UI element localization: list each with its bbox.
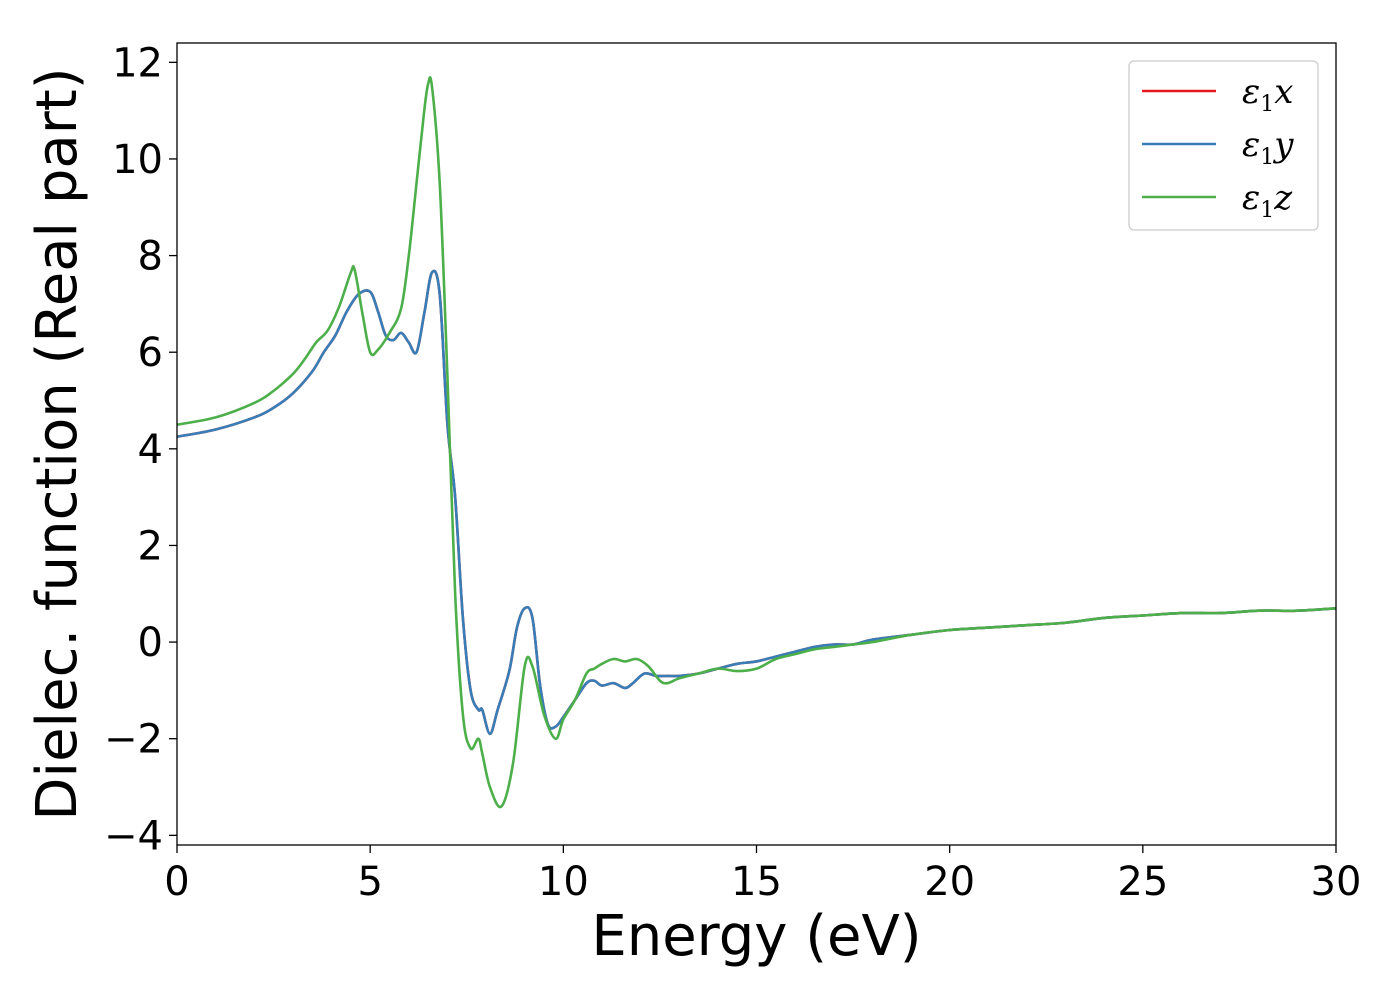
legend-label-x: ε1x — [1242, 72, 1293, 117]
y-axis: −4 −2 0 2 4 6 8 10 12 — [104, 40, 177, 859]
x-axis: 0 5 10 15 20 25 30 — [164, 845, 1361, 905]
x-tick-label: 5 — [357, 859, 382, 905]
plot-area — [177, 76, 1336, 809]
y-tick-label: −2 — [104, 717, 163, 763]
y-tick-label: 0 — [138, 620, 163, 666]
x-tick-label: 30 — [1311, 859, 1362, 905]
y-tick-label: 8 — [138, 234, 163, 280]
y-tick-label: 6 — [138, 330, 163, 376]
y-tick-label: 10 — [112, 137, 163, 183]
series-line-x — [177, 269, 1336, 736]
series-line-y — [177, 269, 1336, 736]
x-tick-label: 15 — [731, 859, 782, 905]
x-tick-label: 25 — [1117, 859, 1168, 905]
legend: ε1x ε1y ε1z — [1128, 60, 1319, 231]
x-tick-label: 10 — [538, 859, 589, 905]
legend-label-z: ε1z — [1242, 178, 1293, 223]
y-tick-label: 12 — [112, 40, 163, 86]
x-axis-label: Energy (eV) — [591, 904, 921, 969]
y-tick-label: −4 — [104, 813, 163, 859]
x-tick-label: 0 — [164, 859, 189, 905]
series-line-z — [177, 76, 1336, 809]
legend-label-y: ε1y — [1242, 125, 1294, 170]
x-tick-label: 20 — [924, 859, 975, 905]
y-tick-label: 2 — [138, 523, 163, 569]
y-axis-label: Dielec. function (Real part) — [25, 67, 90, 820]
legend-box — [1128, 60, 1319, 231]
y-tick-label: 4 — [138, 427, 163, 473]
